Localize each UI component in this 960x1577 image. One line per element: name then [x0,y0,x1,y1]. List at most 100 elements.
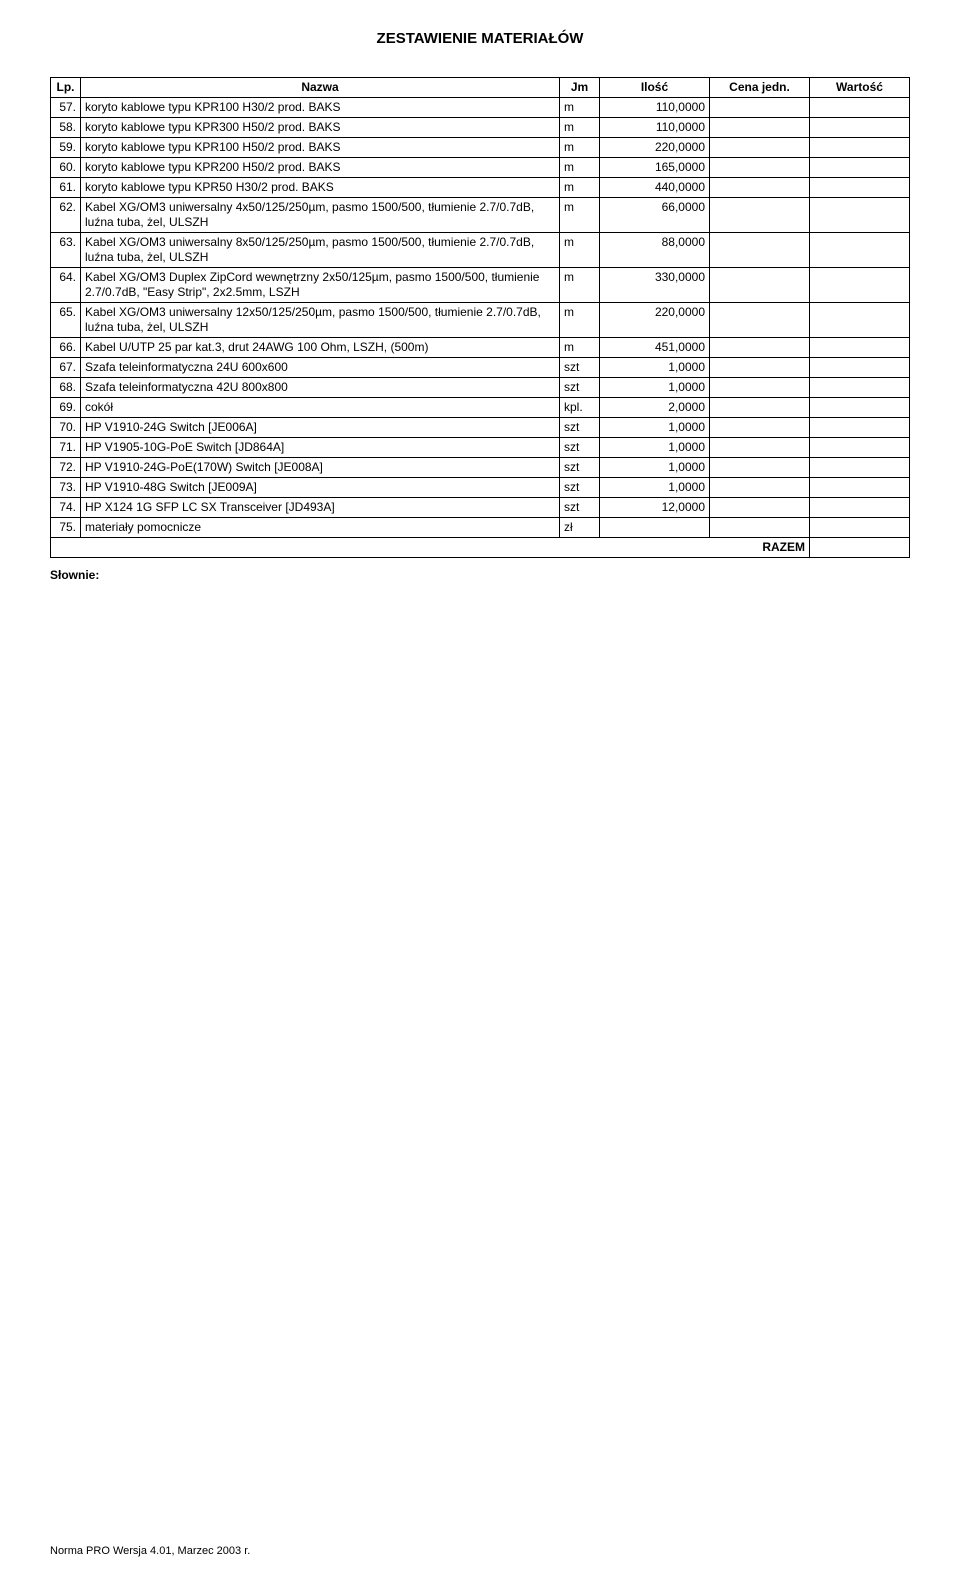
cell-name: koryto kablowe typu KPR300 H50/2 prod. B… [81,118,560,138]
cell-price [710,498,810,518]
cell-price [710,303,810,338]
table-row: 66.Kabel U/UTP 25 par kat.3, drut 24AWG … [51,338,910,358]
cell-price [710,118,810,138]
cell-price [710,178,810,198]
cell-lp: 66. [51,338,81,358]
cell-value [810,398,910,418]
table-row: 68.Szafa teleinformatyczna 42U 800x800sz… [51,378,910,398]
table-row: 59.koryto kablowe typu KPR100 H50/2 prod… [51,138,910,158]
cell-name: Kabel XG/OM3 Duplex ZipCord wewnętrzny 2… [81,268,560,303]
cell-qty: 220,0000 [600,303,710,338]
cell-value [810,338,910,358]
cell-qty: 1,0000 [600,378,710,398]
cell-lp: 73. [51,478,81,498]
cell-name: Kabel XG/OM3 uniwersalny 8x50/125/250µm,… [81,233,560,268]
table-row: 60.koryto kablowe typu KPR200 H50/2 prod… [51,158,910,178]
cell-lp: 67. [51,358,81,378]
cell-lp: 74. [51,498,81,518]
cell-jm: szt [560,438,600,458]
cell-lp: 63. [51,233,81,268]
cell-lp: 71. [51,438,81,458]
cell-value [810,268,910,303]
cell-value [810,138,910,158]
cell-qty: 1,0000 [600,358,710,378]
cell-jm: m [560,158,600,178]
cell-value [810,378,910,398]
table-row: 65.Kabel XG/OM3 uniwersalny 12x50/125/25… [51,303,910,338]
table-row: 61.koryto kablowe typu KPR50 H30/2 prod.… [51,178,910,198]
cell-price [710,458,810,478]
table-row: 75.materiały pomocniczezł [51,518,910,538]
cell-qty: 330,0000 [600,268,710,303]
cell-price [710,478,810,498]
cell-jm: szt [560,358,600,378]
cell-price [710,378,810,398]
cell-jm: m [560,233,600,268]
cell-price [710,358,810,378]
cell-jm: szt [560,498,600,518]
col-qty: Ilość [600,78,710,98]
cell-jm: szt [560,478,600,498]
cell-qty: 88,0000 [600,233,710,268]
cell-qty: 165,0000 [600,158,710,178]
col-price: Cena jedn. [710,78,810,98]
table-row: 71.HP V1905-10G-PoE Switch [JD864A]szt1,… [51,438,910,458]
cell-price [710,98,810,118]
table-row: 62.Kabel XG/OM3 uniwersalny 4x50/125/250… [51,198,910,233]
table-row: 73.HP V1910-48G Switch [JE009A]szt1,0000 [51,478,910,498]
cell-value [810,198,910,233]
cell-value [810,178,910,198]
cell-jm: m [560,118,600,138]
cell-price [710,138,810,158]
cell-lp: 61. [51,178,81,198]
cell-value [810,478,910,498]
cell-value [810,233,910,268]
cell-value [810,303,910,338]
cell-value [810,118,910,138]
cell-qty [600,518,710,538]
cell-lp: 60. [51,158,81,178]
cell-jm: zł [560,518,600,538]
cell-value [810,418,910,438]
table-row: 70.HP V1910-24G Switch [JE006A]szt1,0000 [51,418,910,438]
cell-name: Kabel XG/OM3 uniwersalny 4x50/125/250µm,… [81,198,560,233]
cell-lp: 72. [51,458,81,478]
cell-lp: 57. [51,98,81,118]
cell-price [710,158,810,178]
cell-lp: 62. [51,198,81,233]
cell-value [810,358,910,378]
cell-price [710,398,810,418]
cell-jm: szt [560,378,600,398]
cell-qty: 451,0000 [600,338,710,358]
cell-price [710,518,810,538]
table-row: 69.cokółkpl.2,0000 [51,398,910,418]
cell-jm: m [560,268,600,303]
table-row: 63.Kabel XG/OM3 uniwersalny 8x50/125/250… [51,233,910,268]
cell-qty: 1,0000 [600,418,710,438]
materials-table: Lp. Nazwa Jm Ilość Cena jedn. Wartość 57… [50,77,910,558]
cell-lp: 59. [51,138,81,158]
col-lp: Lp. [51,78,81,98]
razem-row: RAZEM [51,538,910,558]
cell-qty: 220,0000 [600,138,710,158]
cell-value [810,438,910,458]
doc-title: ZESTAWIENIE MATERIAŁÓW [50,30,910,47]
cell-value [810,518,910,538]
cell-name: koryto kablowe typu KPR100 H30/2 prod. B… [81,98,560,118]
cell-lp: 70. [51,418,81,438]
cell-name: Kabel XG/OM3 uniwersalny 12x50/125/250µm… [81,303,560,338]
cell-lp: 69. [51,398,81,418]
cell-jm: szt [560,418,600,438]
cell-lp: 65. [51,303,81,338]
cell-lp: 58. [51,118,81,138]
col-jm: Jm [560,78,600,98]
cell-jm: m [560,303,600,338]
table-row: 74.HP X124 1G SFP LC SX Transceiver [JD4… [51,498,910,518]
cell-name: Szafa teleinformatyczna 24U 600x600 [81,358,560,378]
table-row: 64.Kabel XG/OM3 Duplex ZipCord wewnętrzn… [51,268,910,303]
cell-name: koryto kablowe typu KPR100 H50/2 prod. B… [81,138,560,158]
table-header-row: Lp. Nazwa Jm Ilość Cena jedn. Wartość [51,78,910,98]
cell-name: koryto kablowe typu KPR50 H30/2 prod. BA… [81,178,560,198]
cell-lp: 68. [51,378,81,398]
table-row: 58.koryto kablowe typu KPR300 H50/2 prod… [51,118,910,138]
